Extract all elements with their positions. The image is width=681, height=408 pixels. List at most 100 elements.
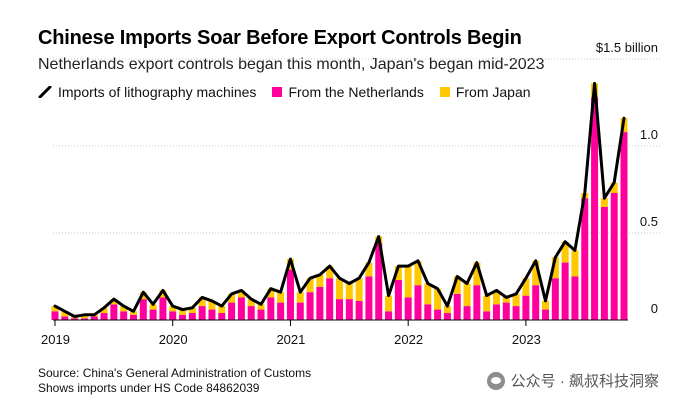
bar-netherlands: [561, 262, 569, 320]
bar-japan: [247, 299, 255, 307]
bar-netherlands: [169, 311, 177, 320]
bar-japan: [129, 311, 137, 315]
bar-netherlands: [434, 309, 442, 320]
x-tick-label-2020: 2020: [159, 332, 188, 347]
bar-netherlands: [336, 299, 343, 320]
chart-legend: Imports of lithography machines From the…: [38, 84, 547, 100]
bar-japan: [296, 292, 304, 303]
bar-netherlands: [286, 269, 294, 320]
bar-netherlands: [277, 302, 285, 320]
bar-japan: [80, 314, 88, 319]
legend-label-netherlands: From the Netherlands: [288, 84, 424, 100]
japan-swatch-icon: [439, 87, 450, 97]
netherlands-swatch-icon: [272, 87, 283, 97]
bar-netherlands: [512, 306, 520, 320]
bar-netherlands: [306, 292, 314, 320]
bar-japan: [306, 278, 314, 293]
bar-netherlands: [385, 311, 393, 320]
bar-netherlands: [120, 311, 128, 320]
bar-netherlands: [502, 302, 510, 320]
bar-netherlands: [228, 302, 236, 320]
bar-japan: [385, 295, 393, 312]
bar-japan: [600, 198, 608, 207]
bar-japan: [159, 290, 167, 298]
bar-netherlands: [90, 316, 98, 320]
bar-japan: [169, 306, 177, 312]
line-swatch-icon: [38, 86, 52, 98]
bar-japan: [198, 297, 206, 307]
bar-japan: [228, 293, 236, 303]
bar-japan: [512, 293, 520, 307]
bar-netherlands: [620, 132, 628, 320]
x-tick-label-2019: 2019: [41, 332, 70, 347]
bar-netherlands: [492, 304, 500, 320]
bar-netherlands: [267, 297, 275, 320]
hs-code-line: Shows imports under HS Code 84862039: [38, 381, 260, 395]
bar-japan: [463, 283, 471, 307]
legend-item-japan: From Japan: [439, 84, 531, 100]
bar-japan: [139, 292, 147, 300]
bar-netherlands: [424, 304, 432, 320]
bar-netherlands: [365, 276, 373, 320]
bar-japan: [277, 292, 285, 303]
bar-japan: [345, 283, 353, 300]
bar-japan: [355, 278, 363, 301]
watermark-text: 公众号 · 飙叔科技洞察: [510, 373, 659, 390]
bar-japan: [551, 257, 559, 279]
bar-japan: [179, 309, 187, 315]
bar-japan: [571, 250, 579, 277]
bar-netherlands: [532, 285, 540, 320]
watermark: 公众号 · 飙叔科技洞察: [486, 370, 659, 391]
bar-japan: [414, 260, 422, 286]
bar-netherlands: [522, 295, 530, 320]
bar-japan: [522, 278, 530, 296]
bar-netherlands: [463, 306, 471, 320]
bar-netherlands: [345, 299, 353, 320]
y-tick-label-1: 0.5: [640, 214, 658, 229]
bar-netherlands: [237, 297, 245, 320]
bar-netherlands: [610, 192, 618, 320]
bar-japan: [561, 241, 569, 263]
bar-netherlands: [394, 279, 402, 320]
bar-japan: [316, 274, 324, 287]
bar-netherlands: [188, 313, 196, 320]
bar-netherlands: [159, 297, 167, 320]
bar-netherlands: [247, 306, 255, 320]
bar-netherlands: [551, 278, 559, 320]
bar-netherlands: [149, 309, 157, 320]
bar-japan: [267, 288, 275, 298]
y-tick-label-0: 0: [651, 301, 658, 316]
bar-japan: [610, 182, 618, 193]
bar-netherlands: [542, 309, 550, 320]
bar-japan: [149, 304, 157, 310]
chart-title: Chinese Imports Soar Before Export Contr…: [38, 27, 522, 49]
bar-japan: [110, 299, 118, 305]
bar-netherlands: [80, 318, 88, 320]
bar-japan: [120, 306, 128, 312]
bar-japan: [492, 290, 500, 305]
bar-netherlands: [483, 311, 491, 320]
bar-japan: [218, 306, 226, 314]
chart-subtitle: Netherlands export controls began this m…: [38, 56, 545, 73]
bar-netherlands: [100, 313, 108, 320]
bar-netherlands: [453, 293, 461, 320]
bar-netherlands: [581, 198, 589, 320]
bar-netherlands: [257, 309, 265, 320]
bar-netherlands: [591, 97, 599, 320]
bar-netherlands: [316, 286, 324, 320]
bar-netherlands: [600, 206, 608, 320]
source-note: Source: China's General Administration o…: [38, 366, 311, 396]
legend-label-japan: From Japan: [455, 84, 531, 100]
bar-netherlands: [404, 297, 412, 320]
bar-netherlands: [571, 276, 579, 320]
bar-japan: [424, 283, 432, 305]
total-imports-line: [53, 81, 626, 318]
bar-japan: [443, 306, 451, 314]
bar-japan: [532, 260, 540, 286]
bar-japan: [237, 290, 245, 298]
bar-japan: [404, 266, 412, 298]
bar-japan: [483, 295, 491, 312]
bar-japan: [394, 266, 402, 280]
bar-japan: [502, 297, 510, 303]
bar-netherlands: [473, 285, 481, 320]
